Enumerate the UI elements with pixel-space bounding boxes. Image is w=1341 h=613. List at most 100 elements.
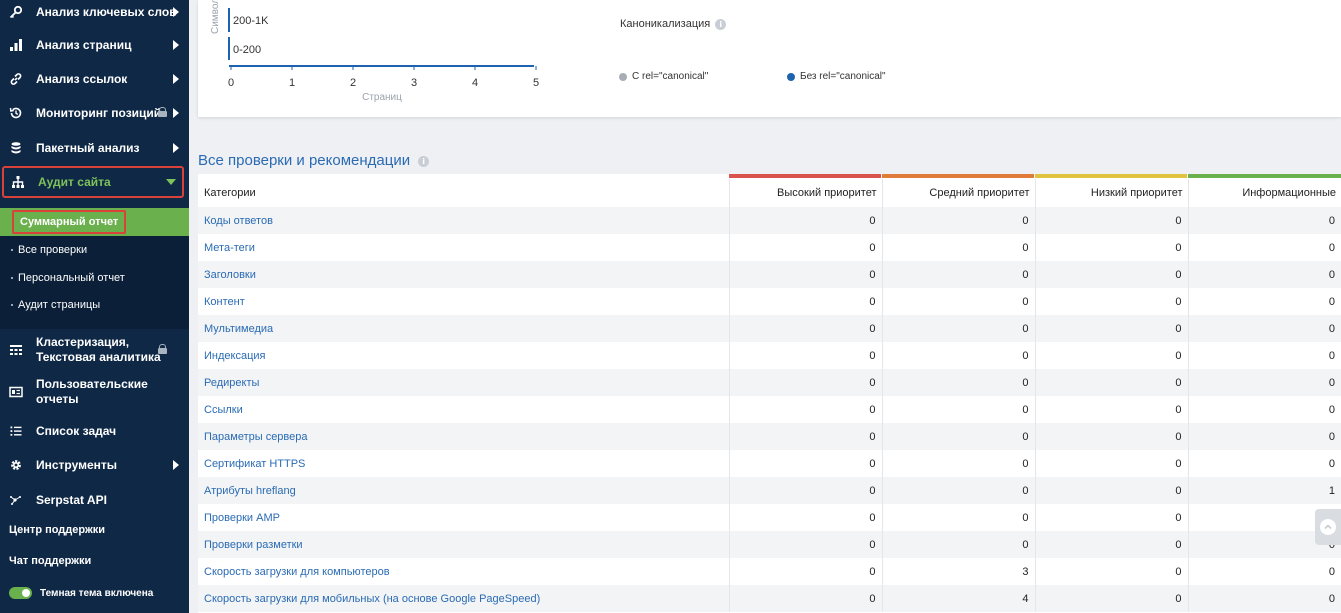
bullet-icon [11,277,13,280]
category-link[interactable]: Скорость загрузки для мобильных (на осно… [198,585,729,612]
table-row: Ссылки 0 0 0 0 [198,396,1341,423]
category-link[interactable]: Мета-теги [204,241,255,254]
dark-theme-label: Темная тема включена [40,588,154,599]
category-link[interactable]: Сертификат HTTPS [204,457,306,470]
table-row: Проверки разметки0000 [198,531,1341,558]
count-cell: 0 [1034,315,1188,342]
legend-label: Без rel="canonical" [800,71,886,82]
submenu-item-all-checks[interactable]: Все проверки [11,244,87,256]
info-icon[interactable]: i [715,18,727,30]
sidebar-item-site-audit[interactable]: Аудит сайта [2,166,184,198]
table-row: Редиректы 0 0 0 0 [198,369,1341,396]
count-cell: 0 [881,369,1035,396]
count-cell: 0 [1187,207,1341,234]
count-cell: 0 [728,288,882,315]
count-cell: 0 [1187,396,1341,423]
count-cell: 0 [1034,504,1188,531]
category-link[interactable]: Скорость загрузки для компьютеров [204,565,390,578]
count-cell: 3 [881,558,1035,585]
table-row: Мультимедиа 0 0 0 0 [198,315,1341,342]
count-cell: 0 [1187,423,1341,450]
count-cell: 0 [1187,558,1341,585]
chart-x-tick: 1 [289,77,295,89]
category-link[interactable]: Проверки разметки [198,531,729,558]
sidebar-item-custom-reports[interactable]: Пользовательские отчеты [0,377,189,407]
sidebar-item-label: Мониторинг позиций [36,105,162,120]
sidebar-item-label: Пользовательские отчеты [36,377,148,406]
submenu-item-page-audit[interactable]: Аудит страницы [11,299,100,311]
category-link[interactable]: Заголовки [198,261,729,288]
column-header-low[interactable]: Низкий приоритет [1034,179,1188,207]
sidebar-item-links[interactable]: Анализ ссылок [0,71,189,87]
count-cell: 0 [1034,450,1188,477]
count-cell: 0 [881,315,1035,342]
sidebar-item-pages[interactable]: Анализ страниц [0,37,189,53]
table-row: Мета-теги 0 0 0 0 [198,234,1341,261]
sidebar-item-task-list[interactable]: Список задач [0,423,189,439]
category-link[interactable]: Индексация [204,349,266,362]
link-icon [9,72,23,86]
table-row: Сертификат HTTPS 0 0 0 0 [198,450,1341,477]
count-cell: 0 [728,504,882,531]
category-link[interactable]: Мультимедиа [198,315,729,342]
count-cell: 0 [1034,207,1188,234]
support-chat-link[interactable]: Чат поддержки [9,555,92,567]
list-icon [9,424,23,438]
checks-table-panel: Категории Высокий приоритет Средний прио… [198,174,1341,613]
category-link[interactable]: Контент [204,295,245,308]
count-cell: 0 [728,261,882,288]
lock-icon [158,106,167,120]
cluster-icon [9,343,23,357]
count-cell: 0 [1034,234,1188,261]
count-cell: 0 [881,396,1035,423]
dark-theme-toggle[interactable] [9,587,32,599]
count-cell: 0 [1034,288,1188,315]
submenu-item-personal-report[interactable]: Персональный отчет [11,272,125,284]
support-center-link[interactable]: Центр поддержки [9,524,106,536]
count-cell: 0 [1187,234,1341,261]
sidebar-item-clustering[interactable]: Кластеризация, Текстовая аналитика [0,335,189,365]
category-link[interactable]: Проверки AMP [204,511,280,524]
chart-x-tick: 0 [228,77,234,89]
table-row: Заголовки 0 0 0 0 [198,261,1341,288]
info-icon[interactable]: i [418,155,430,167]
sidebar-item-tools[interactable]: Инструменты [0,457,189,473]
submenu-item-summary[interactable]: Суммарный отчет [0,208,189,236]
bullet-icon [11,249,13,252]
category-link[interactable]: Ссылки [204,403,243,416]
legend-without-canonical: Без rel="canonical" [787,71,886,82]
chart-x-tick: 3 [411,77,417,89]
count-cell: 0 [881,477,1035,504]
api-icon [9,493,23,507]
count-cell: 0 [728,477,882,504]
column-header-info[interactable]: Информационные [1187,179,1341,207]
column-header-high[interactable]: Высокий приоритет [728,179,882,207]
category-link[interactable]: Параметры сервера [198,423,729,450]
sidebar-item-monitoring[interactable]: Мониторинг позиций [0,105,189,121]
count-cell: 0 [881,342,1035,369]
count-cell: 0 [1034,396,1188,423]
report-icon [9,385,23,399]
count-cell: 0 [728,585,882,612]
database-icon [9,141,23,155]
category-link[interactable]: Атрибуты hreflang [198,477,729,504]
category-link[interactable]: Редиректы [198,369,729,396]
category-link[interactable]: Коды ответов [198,207,729,234]
sidebar-item-batch[interactable]: Пакетный анализ [0,140,189,156]
table-row: Параметры сервера 0 0 0 0 [198,423,1341,450]
bar-chart-icon [9,38,23,52]
chart-x-ticks: 0 1 2 3 4 5 [228,66,539,89]
sidebar-item-label: Список задач [36,423,117,438]
submenu-item-label: Все проверки [18,244,88,256]
count-cell: 0 [1187,288,1341,315]
sidebar-item-api[interactable]: Serpstat API [0,492,189,508]
scroll-to-top-button[interactable] [1315,509,1341,545]
column-header-medium[interactable]: Средний приоритет [881,179,1035,207]
count-cell: 0 [728,342,882,369]
count-cell: 0 [1034,261,1188,288]
legend-label: С rel="canonical" [632,71,709,82]
count-cell: 0 [1034,558,1188,585]
sitemap-icon [11,175,25,189]
sidebar-item-keywords[interactable]: Анализ ключевых слов [0,4,189,20]
count-cell: 0 [728,234,882,261]
